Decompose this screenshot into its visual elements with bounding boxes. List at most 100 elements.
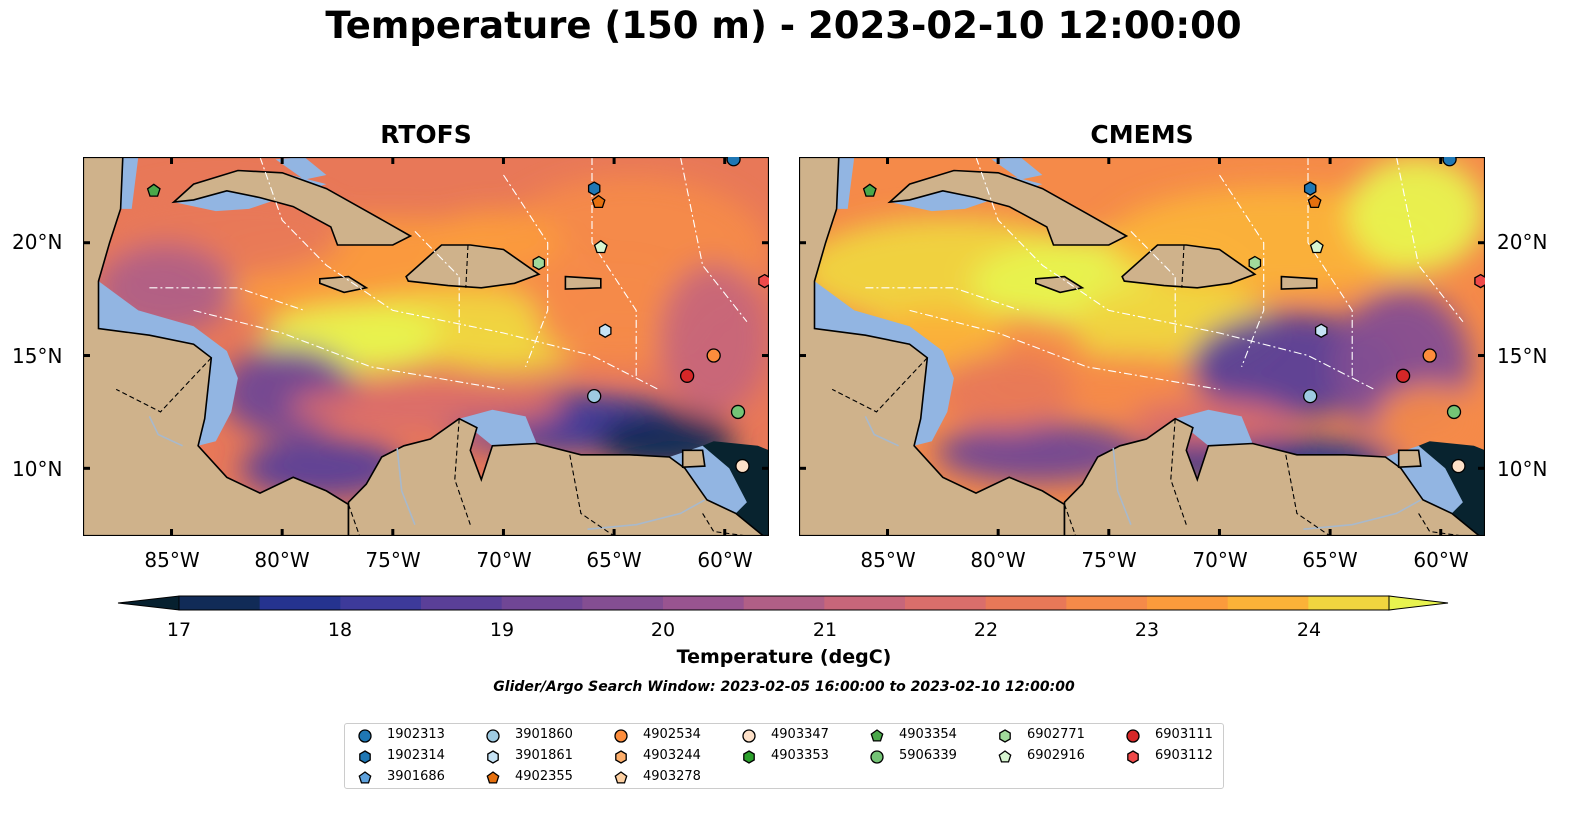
float-marker-6903111 <box>679 368 695 383</box>
lon-tick-label: 70°W <box>476 548 532 572</box>
legend-label: 4903347 <box>771 727 829 742</box>
float-marker-3901861 <box>1314 323 1328 338</box>
eez-boundary <box>909 309 1220 390</box>
lon-tick-label: 85°W <box>144 548 200 572</box>
legend-marker <box>358 729 372 743</box>
country-border <box>465 244 469 288</box>
land-mass <box>347 417 769 536</box>
colorbar-segment <box>743 596 825 610</box>
float-marker-4902355 <box>1307 194 1322 209</box>
legend-marker-shape <box>487 750 499 764</box>
legend-marker <box>998 750 1012 763</box>
country-border <box>702 513 747 536</box>
river <box>587 499 706 530</box>
colorbar-tick-label: 18 <box>327 619 353 641</box>
float-marker-6903111 <box>1395 368 1411 383</box>
land-mass <box>887 169 1129 246</box>
country-border <box>1285 454 1331 536</box>
legend-marker-shape <box>870 750 884 764</box>
legend-marker-shape <box>358 771 372 784</box>
country-border <box>454 418 471 525</box>
float-marker-6902771 <box>1248 255 1262 271</box>
eez-boundary <box>149 287 305 311</box>
country-border <box>347 504 361 536</box>
eez-boundary <box>1130 231 1176 333</box>
lon-tick-label: 65°W <box>1302 548 1358 572</box>
float-marker-4903347 <box>735 458 750 474</box>
eez-boundary <box>679 157 748 323</box>
legend-label: 6902771 <box>1027 727 1085 742</box>
colorbar-segment <box>421 596 503 610</box>
shallow-shelf <box>459 409 537 446</box>
map-panel-rtofs <box>83 157 769 536</box>
eez-boundary <box>193 309 504 390</box>
lon-tick-label: 85°W <box>860 548 916 572</box>
colorbar-segment <box>985 596 1067 610</box>
river <box>1303 499 1422 530</box>
lat-tick-label: 20°N <box>12 230 63 254</box>
colorbar-segment <box>179 596 261 610</box>
eez-boundary <box>414 231 460 333</box>
land-mass <box>1280 275 1318 290</box>
eez-boundary <box>1395 157 1464 323</box>
legend-label: 4902355 <box>515 769 573 784</box>
float-marker-4903354 <box>862 183 877 197</box>
colorbar-segment <box>905 596 987 610</box>
lon-tick-label: 65°W <box>586 548 642 572</box>
colorbar-segment <box>1066 596 1148 610</box>
colorbar-tick-label: 21 <box>812 619 838 641</box>
colorbar-segment <box>340 596 422 610</box>
land-mass <box>1063 417 1485 536</box>
float-marker-6902771 <box>532 255 546 271</box>
legend-label: 4903354 <box>899 727 957 742</box>
map-panel-cmems <box>799 157 1485 536</box>
legend-marker-shape <box>486 729 500 743</box>
legend-marker <box>870 750 884 764</box>
legend-marker-shape <box>998 750 1012 763</box>
lon-tick-label: 80°W <box>254 548 310 572</box>
legend-marker-shape <box>486 771 500 784</box>
lon-tick-label: 60°W <box>1413 548 1469 572</box>
colorbar-extend-high <box>1388 595 1449 611</box>
colorbar-segment <box>824 596 906 610</box>
legend-label: 4903244 <box>643 748 701 763</box>
country-border <box>115 357 212 413</box>
temperature-patch <box>1375 384 1485 461</box>
float-marker-1902313 <box>1442 157 1457 167</box>
colorbar-tick-label: 22 <box>973 619 999 641</box>
legend-marker <box>1126 729 1140 743</box>
colorbar-segment <box>501 596 583 610</box>
eez-boundary <box>975 157 1375 390</box>
float-marker-6902916 <box>1309 239 1324 254</box>
colorbar-segment <box>1227 596 1309 610</box>
float-marker-3901860 <box>1303 388 1318 404</box>
panel-title-cmems: CMEMS <box>1090 120 1194 149</box>
legend-marker-shape <box>1126 729 1140 743</box>
legend-label: 1902314 <box>387 748 445 763</box>
temperature-patch <box>1347 157 1485 271</box>
eez-boundary <box>865 287 1021 311</box>
eez-boundary <box>503 174 549 368</box>
colorbar-segment <box>582 596 664 610</box>
float-marker-5906339 <box>730 404 746 420</box>
country-border <box>1170 418 1187 525</box>
float-marker-4903354 <box>146 183 161 197</box>
river <box>864 416 899 447</box>
legend-marker <box>743 750 755 764</box>
lon-tick-label: 70°W <box>1192 548 1248 572</box>
land-mass <box>564 275 602 290</box>
temperature-patch <box>659 263 769 415</box>
legend-marker-shape <box>615 750 627 764</box>
eez-boundary <box>1219 174 1265 368</box>
float-marker-1902313 <box>726 157 741 167</box>
temperature-patch <box>535 263 701 370</box>
lon-tick-label: 80°W <box>970 548 1026 572</box>
float-legend: 1902313 1902314 3901686 3901860 3901861 … <box>344 723 1224 789</box>
legend-label: 4902534 <box>643 727 701 742</box>
lat-tick-label: 20°N <box>1497 230 1548 254</box>
legend-marker <box>486 771 500 784</box>
land-mass <box>681 449 706 469</box>
country-border <box>1181 244 1185 288</box>
colorbar-segment <box>663 596 745 610</box>
colorbar-tick-label: 23 <box>1134 619 1160 641</box>
